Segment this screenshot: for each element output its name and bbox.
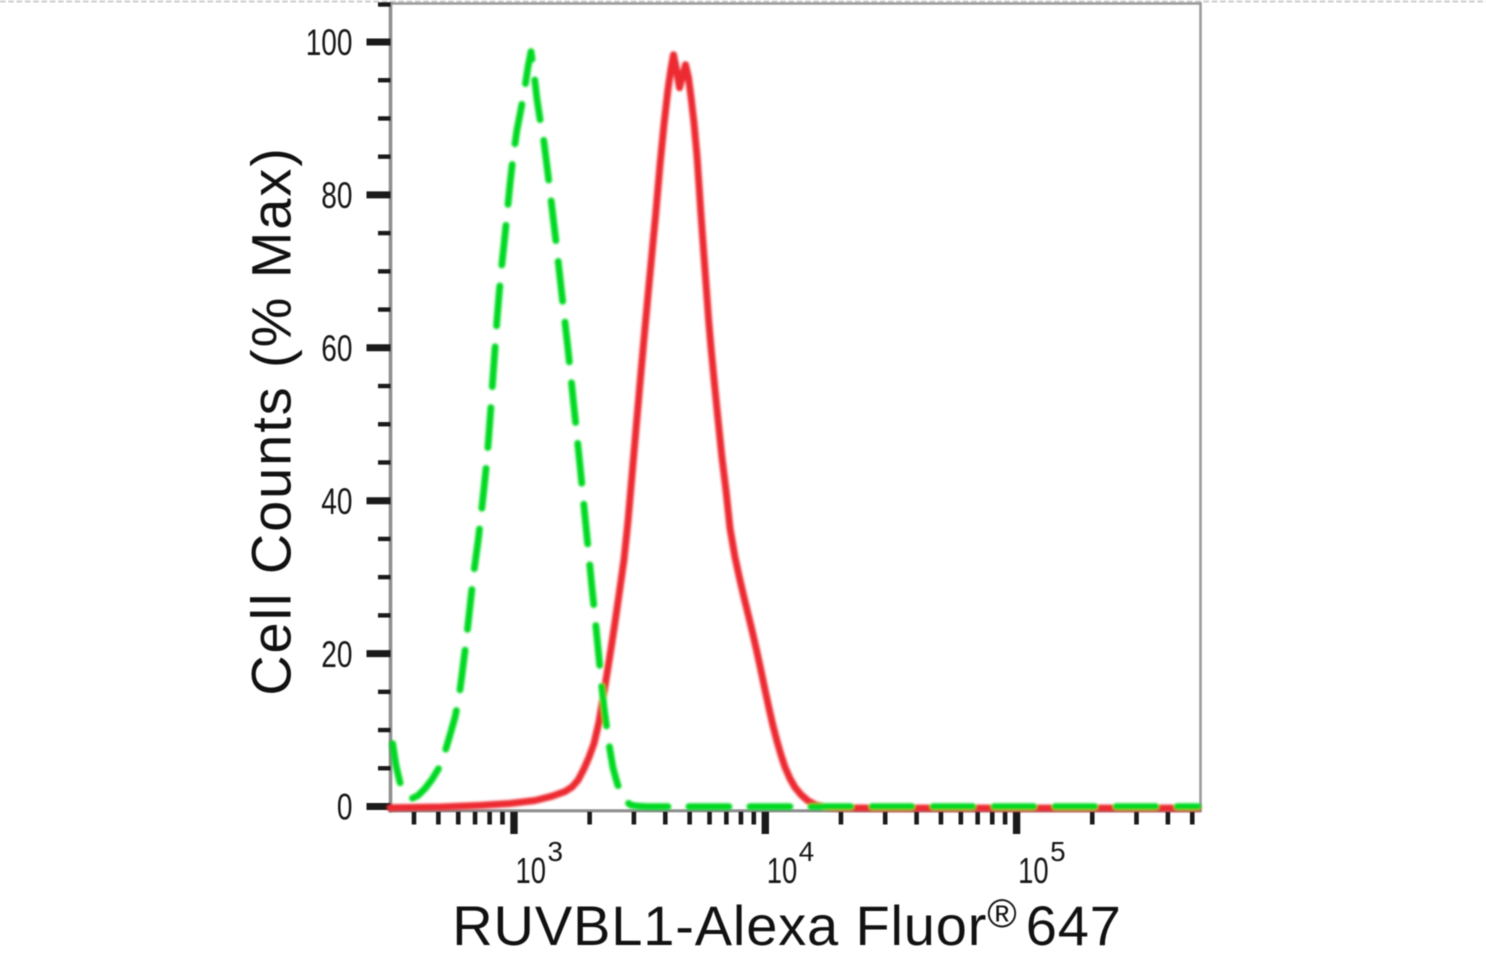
y-axis-title: Cell Counts (% Max) xyxy=(239,146,303,696)
y-tick-label-80: 80 xyxy=(321,175,352,216)
x-axis-title-text: RUVBL1-Alexa Fluor xyxy=(452,894,988,956)
x-tick-label-exp-1e3: 3 xyxy=(548,836,564,867)
y-tick-label-20: 20 xyxy=(321,634,352,675)
y-tick-label-100: 100 xyxy=(306,22,353,63)
x-tick-label-exp-1e4: 4 xyxy=(799,836,815,867)
x-tick-label-exp-1e5: 5 xyxy=(1050,836,1066,867)
y-tick-label-0: 0 xyxy=(337,787,353,828)
y-tick-label-60: 60 xyxy=(321,328,352,369)
x-axis-title-suffix: 647 xyxy=(1025,894,1122,956)
registered-trademark-icon: ® xyxy=(987,892,1017,936)
series-control-curve xyxy=(386,48,1202,810)
y-tick-label-40: 40 xyxy=(321,481,352,522)
x-tick-label-base-1e5: 10 xyxy=(1018,850,1049,891)
x-axis-title: RUVBL1-Alexa Fluor® 647 xyxy=(452,892,1122,956)
x-tick-label-base-1e4: 10 xyxy=(767,850,798,891)
x-tick-label-base-1e3: 10 xyxy=(516,850,547,891)
